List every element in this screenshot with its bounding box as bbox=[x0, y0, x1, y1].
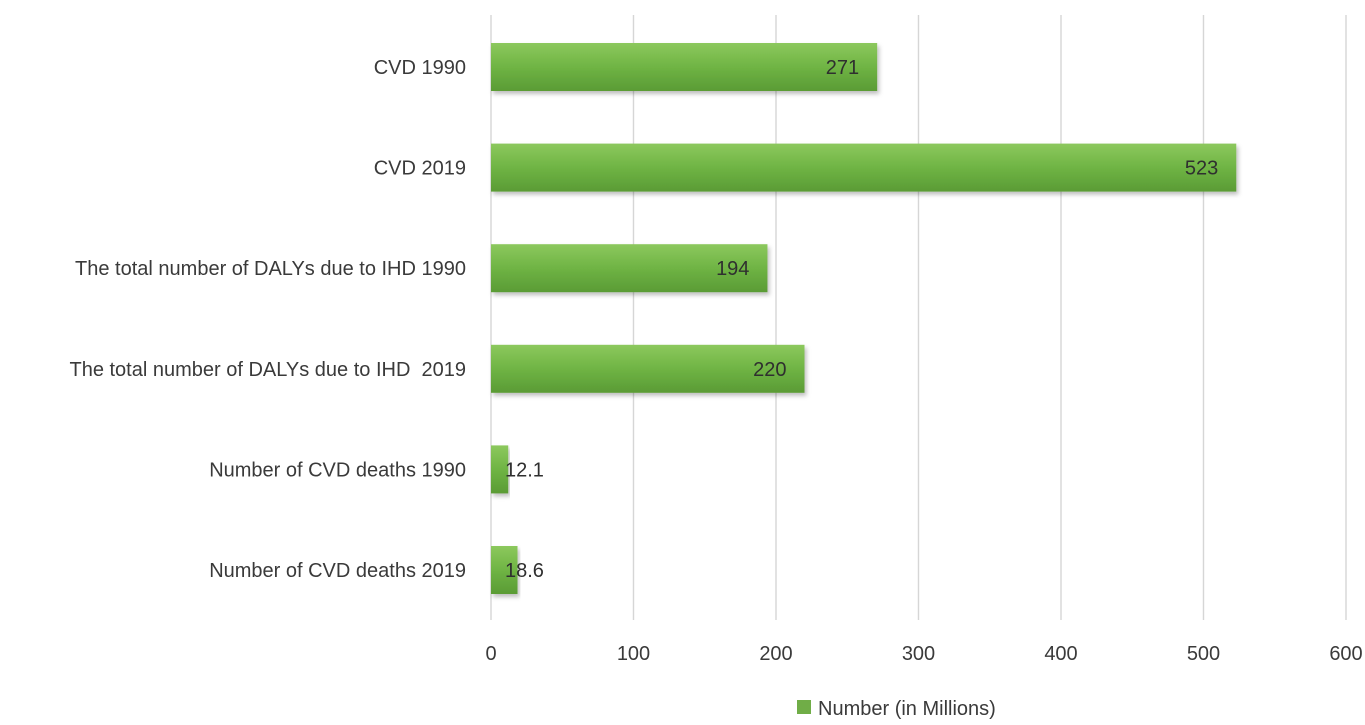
x-tick-label: 200 bbox=[759, 643, 792, 665]
bar bbox=[491, 143, 1237, 192]
data-label: 18.6 bbox=[505, 560, 544, 582]
x-tick-label: 600 bbox=[1329, 643, 1362, 665]
bar bbox=[491, 43, 878, 91]
category-labels: CVD 1990 CVD 2019 The total number of DALY… bbox=[69, 57, 466, 582]
category-label: The total number of DALYs due to IHD 199… bbox=[75, 258, 466, 280]
category-label: The total number of DALYs due to IHD 201… bbox=[69, 359, 466, 381]
legend-swatch bbox=[797, 700, 811, 714]
x-tick-label: 0 bbox=[485, 643, 496, 665]
legend-label: Number (in Millions) bbox=[818, 698, 996, 720]
x-tick-label: 300 bbox=[902, 643, 935, 665]
data-label: 12.1 bbox=[505, 459, 544, 481]
category-label: CVD 1990 bbox=[374, 57, 466, 79]
data-label: 523 bbox=[1185, 158, 1218, 180]
data-label: 271 bbox=[826, 57, 859, 79]
data-label: 220 bbox=[753, 359, 786, 381]
bar bbox=[491, 344, 805, 393]
category-label: Number of CVD deaths 1990 bbox=[209, 459, 466, 481]
gridlines bbox=[490, 15, 1347, 620]
bar bbox=[491, 445, 509, 494]
x-axis-ticks: 0 100 200 300 400 500 600 bbox=[485, 643, 1362, 665]
x-tick-label: 100 bbox=[617, 643, 650, 665]
data-label: 194 bbox=[716, 258, 749, 280]
category-label: CVD 2019 bbox=[374, 158, 466, 180]
bars bbox=[491, 43, 1237, 594]
x-tick-label: 500 bbox=[1187, 643, 1220, 665]
bar bbox=[491, 546, 518, 594]
category-label: Number of CVD deaths 2019 bbox=[209, 560, 466, 582]
data-labels: 271 523 194 220 12.1 18.6 bbox=[505, 57, 1218, 582]
x-tick-label: 400 bbox=[1044, 643, 1077, 665]
bar bbox=[491, 244, 768, 293]
legend: Number (in Millions) bbox=[797, 698, 996, 720]
